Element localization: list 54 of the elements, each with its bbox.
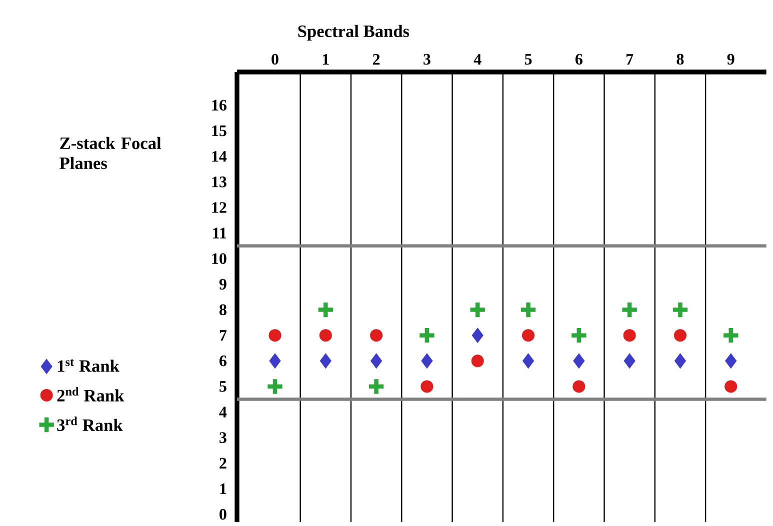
x-tick-label: 8 [676, 54, 684, 65]
y-tick-label: 4 [219, 406, 227, 418]
point [572, 380, 586, 393]
point [269, 353, 281, 369]
y-tick-label: 0 [220, 508, 226, 520]
y-tick-label: 1 [220, 483, 226, 494]
y-tick-label: 12 [212, 202, 226, 213]
y-tick-label: 8 [219, 304, 226, 316]
x-tick-label: 3 [424, 54, 430, 65]
point [420, 380, 434, 393]
point [674, 353, 686, 369]
point [268, 329, 282, 342]
y-tick-label: 15 [212, 125, 226, 136]
y-tick-label: 3 [220, 432, 226, 443]
point [522, 329, 535, 342]
x-tick-label: 0 [272, 54, 278, 65]
point [366, 377, 386, 396]
point [725, 353, 737, 369]
point [471, 354, 484, 368]
point [724, 380, 738, 393]
x-tick-label: 7 [626, 54, 634, 65]
point [421, 353, 433, 369]
point [370, 329, 383, 342]
x-tick-label: 9 [727, 54, 734, 65]
x-axis-title: Spectral Bands [298, 24, 410, 41]
x-tick-label: 5 [524, 54, 532, 65]
y-tick-label: 6 [220, 356, 226, 366]
y-tick-label: 5 [220, 381, 226, 392]
point [319, 329, 332, 342]
x-tick-label: 4 [474, 54, 482, 65]
point [266, 377, 284, 396]
y-tick-label: 9 [219, 278, 226, 290]
point [370, 353, 382, 369]
y-tick-label: 2 [220, 458, 226, 468]
point [674, 329, 686, 342]
point [623, 329, 636, 342]
y-tick-label: 10 [212, 253, 226, 264]
legend-label: 1$^{st}$ Rank [58, 359, 120, 372]
y-tick-label: 11 [213, 228, 226, 238]
x-tick-label: 6 [575, 54, 582, 65]
legend-label: 3$^{rd}$ Rank [57, 416, 123, 432]
y-tick-label: 14 [212, 151, 227, 162]
y-axis-title: Z-stack Focal Planes [60, 136, 162, 170]
y-tick-label: 13 [212, 176, 226, 188]
point [320, 353, 332, 369]
point [573, 353, 585, 369]
point [522, 353, 534, 369]
point [472, 328, 484, 343]
x-tick-label: 2 [372, 54, 380, 65]
x-tick-label: 1 [322, 54, 329, 65]
legend-label: 2$^{nd}$ Rank [57, 387, 124, 402]
y-tick-label: 7 [220, 330, 227, 341]
point [624, 353, 636, 369]
y-tick-label: 16 [212, 100, 226, 111]
